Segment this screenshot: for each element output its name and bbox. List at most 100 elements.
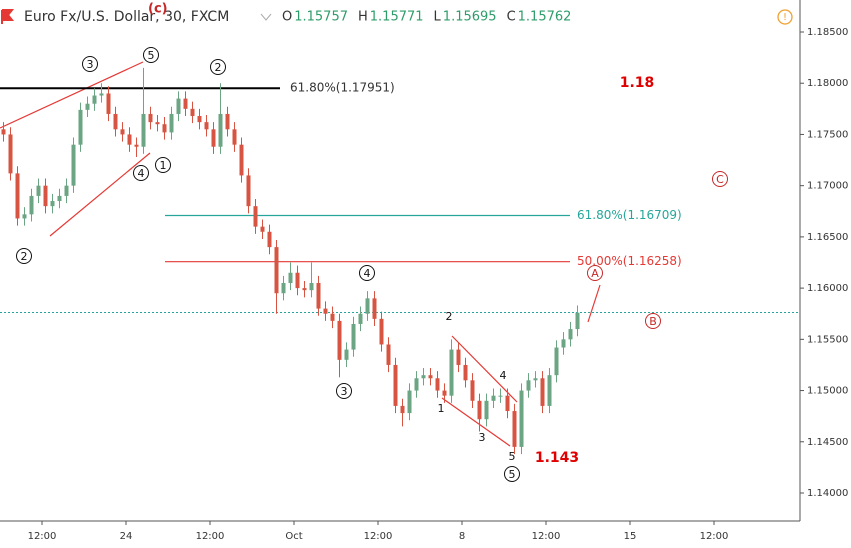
wave-label: 3	[341, 385, 348, 398]
candle-body	[456, 349, 461, 365]
candle-body	[141, 113, 146, 147]
wave-label: 1	[160, 159, 167, 172]
wave-label: B	[649, 315, 657, 328]
candle-body	[190, 108, 195, 117]
candle-body	[29, 195, 34, 215]
candle-body	[330, 313, 335, 321]
candle-body	[211, 129, 216, 147]
candle-body	[309, 282, 314, 291]
candle-body	[463, 364, 468, 381]
candle-body	[15, 173, 20, 219]
candle-body	[92, 95, 97, 104]
candle-body	[505, 395, 510, 412]
ohlc-values: O 1.15757 H 1.15771 L 1.15695 C 1.15762	[282, 10, 571, 25]
wave-label: 4	[138, 167, 145, 180]
candle-body	[435, 378, 440, 391]
wave-degree: (c)	[148, 2, 168, 17]
candle-body	[281, 282, 286, 294]
candle-body	[232, 129, 237, 145]
ohlc-value: 1.15771	[370, 10, 424, 25]
y-tick-label: 1.15000	[807, 386, 848, 397]
target-label: 1.18	[620, 75, 655, 91]
y-tick-label: 1.15500	[807, 334, 848, 345]
wave-circle	[155, 157, 171, 173]
candle-body	[575, 312, 580, 330]
candle-body	[302, 288, 307, 291]
projection-line	[587, 284, 601, 323]
wave-label: 4	[364, 267, 371, 280]
candle-body	[78, 109, 83, 145]
candle-body	[197, 116, 202, 123]
wave-label: 2	[21, 250, 28, 263]
y-tick-label: 1.18000	[807, 78, 848, 89]
x-tick-label: 15	[624, 531, 637, 542]
candle-body	[113, 113, 118, 130]
candle-body	[267, 231, 272, 248]
x-tick-label: 12:00	[700, 531, 729, 542]
candle-body	[407, 390, 412, 414]
ohlc-value: 1.15695	[443, 10, 497, 25]
y-tick-label: 1.16000	[807, 283, 848, 294]
wave-circle	[504, 466, 520, 482]
y-tick-label: 1.14000	[807, 488, 848, 499]
candle-body	[169, 113, 174, 133]
y-tick-label: 1.17500	[807, 129, 848, 140]
candle-body	[120, 129, 125, 135]
wave-label: 5	[148, 49, 155, 62]
candle-body	[379, 318, 384, 345]
candle-body	[400, 405, 405, 414]
ohlc-label: H	[358, 10, 368, 25]
candle-body	[204, 122, 209, 130]
channel-line	[49, 152, 151, 237]
chart-title: Euro Fx/U.S. Dollar, 30, FXCM	[24, 9, 229, 25]
candle-body	[1, 129, 6, 135]
candle-body	[183, 98, 188, 109]
candle-body	[218, 113, 223, 147]
candle-body	[519, 390, 524, 447]
wave-circle	[133, 165, 149, 181]
channel-line	[451, 335, 518, 403]
alert-mark: !	[783, 12, 787, 23]
candle-body	[295, 272, 300, 289]
candle-body	[99, 93, 104, 96]
ohlc-value: 1.15757	[294, 10, 348, 25]
wave-label: 5	[509, 450, 516, 463]
wave-label: 3	[87, 58, 94, 71]
ohlc-label: L	[434, 10, 442, 25]
x-tick-label: 8	[459, 531, 465, 542]
candle-body	[176, 98, 181, 114]
candle-body	[225, 113, 230, 130]
candle-body	[8, 134, 13, 174]
candle-body	[498, 395, 503, 397]
channel-line	[441, 397, 511, 447]
x-tick-label: 24	[120, 531, 133, 542]
fib-label: 61.80%(1.16709)	[577, 208, 682, 222]
candle-body	[547, 375, 552, 406]
wave-lines	[0, 61, 601, 447]
candle-body	[365, 298, 370, 314]
wave-label: A	[591, 267, 599, 280]
alert-icon	[777, 9, 793, 25]
candle-body	[470, 380, 475, 401]
target-label: 1.143	[535, 450, 579, 466]
candle-body	[442, 390, 447, 396]
candle-body	[127, 134, 132, 145]
x-tick-label: 12:00	[532, 531, 561, 542]
wave-circle	[645, 313, 661, 329]
candle-body	[288, 272, 293, 283]
candle-body	[393, 364, 398, 406]
candle-body	[337, 320, 342, 360]
channel-line	[0, 61, 144, 129]
candle-body	[148, 113, 153, 123]
candle-body	[64, 185, 69, 196]
candle-body	[253, 206, 258, 227]
candle-body	[491, 395, 496, 401]
candle-body	[568, 329, 573, 340]
candle-body	[554, 347, 559, 376]
candle-body	[526, 380, 531, 391]
dropdown-icon	[260, 13, 272, 21]
candle-body	[358, 313, 363, 324]
candle-body	[449, 349, 454, 396]
candle-body	[344, 349, 349, 360]
